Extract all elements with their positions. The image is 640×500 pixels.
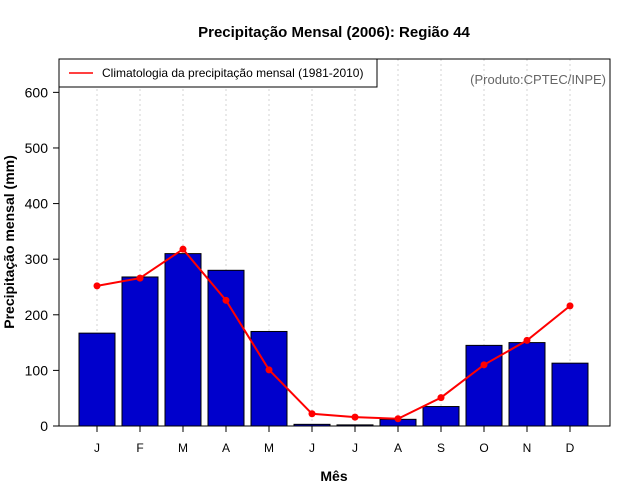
x-tick-label: J: [94, 441, 100, 455]
bar-series: [78, 253, 589, 427]
x-tick-label: A: [222, 441, 230, 455]
x-tick-label: M: [178, 441, 188, 455]
climatology-point: [179, 245, 187, 253]
y-tick-label: 600: [25, 84, 49, 100]
bar: [164, 253, 202, 427]
x-tick-label: D: [566, 441, 575, 455]
y-tick-label: 500: [25, 140, 49, 156]
climatology-point: [308, 410, 316, 418]
climatology-point: [222, 296, 230, 304]
climatology-point: [93, 282, 101, 290]
credit-annotation: (Produto:CPTEC/INPE): [470, 72, 606, 87]
climatology-point: [480, 361, 488, 369]
x-tick-label: M: [264, 441, 274, 455]
x-tick-label: O: [479, 441, 488, 455]
climatology-line: [96, 247, 571, 420]
bar: [207, 269, 245, 427]
climatology-point: [523, 336, 531, 344]
y-axis: 0 100 200 300 400 500 600: [25, 84, 59, 434]
bar: [422, 406, 460, 427]
x-tick-label: A: [394, 441, 402, 455]
x-tick-label: J: [309, 441, 315, 455]
bar: [78, 332, 116, 427]
y-tick-label: 400: [25, 196, 49, 212]
climatology-point: [136, 274, 144, 282]
x-tick-label: J: [352, 441, 358, 455]
x-tick-label: F: [136, 441, 143, 455]
y-tick-label: 200: [25, 307, 49, 323]
x-tick-label: S: [437, 441, 445, 455]
legend-entry-climatology: Climatologia da precipitação mensal (198…: [102, 66, 363, 80]
climatology-point: [265, 366, 273, 374]
climatology-line-series: [93, 245, 574, 423]
bar: [250, 330, 288, 427]
y-tick-label: 300: [25, 251, 49, 267]
legend: Climatologia da precipitação mensal (198…: [58, 58, 378, 88]
y-tick-label: 100: [25, 362, 49, 378]
y-axis-title: Precipitação mensal (mm): [1, 155, 17, 329]
climatology-point: [566, 302, 574, 310]
chart-title: Precipitação Mensal (2006): Região 44: [198, 24, 470, 41]
climatology-point: [437, 394, 445, 402]
y-tick-label: 0: [40, 418, 48, 434]
x-axis-title: Mês: [320, 468, 347, 484]
climatology-point: [351, 413, 359, 421]
legend-box: [58, 58, 378, 88]
bar: [121, 276, 159, 427]
bar: [508, 342, 546, 427]
climatology-point: [394, 415, 402, 423]
x-tick-label: N: [523, 441, 532, 455]
bar: [551, 362, 589, 427]
